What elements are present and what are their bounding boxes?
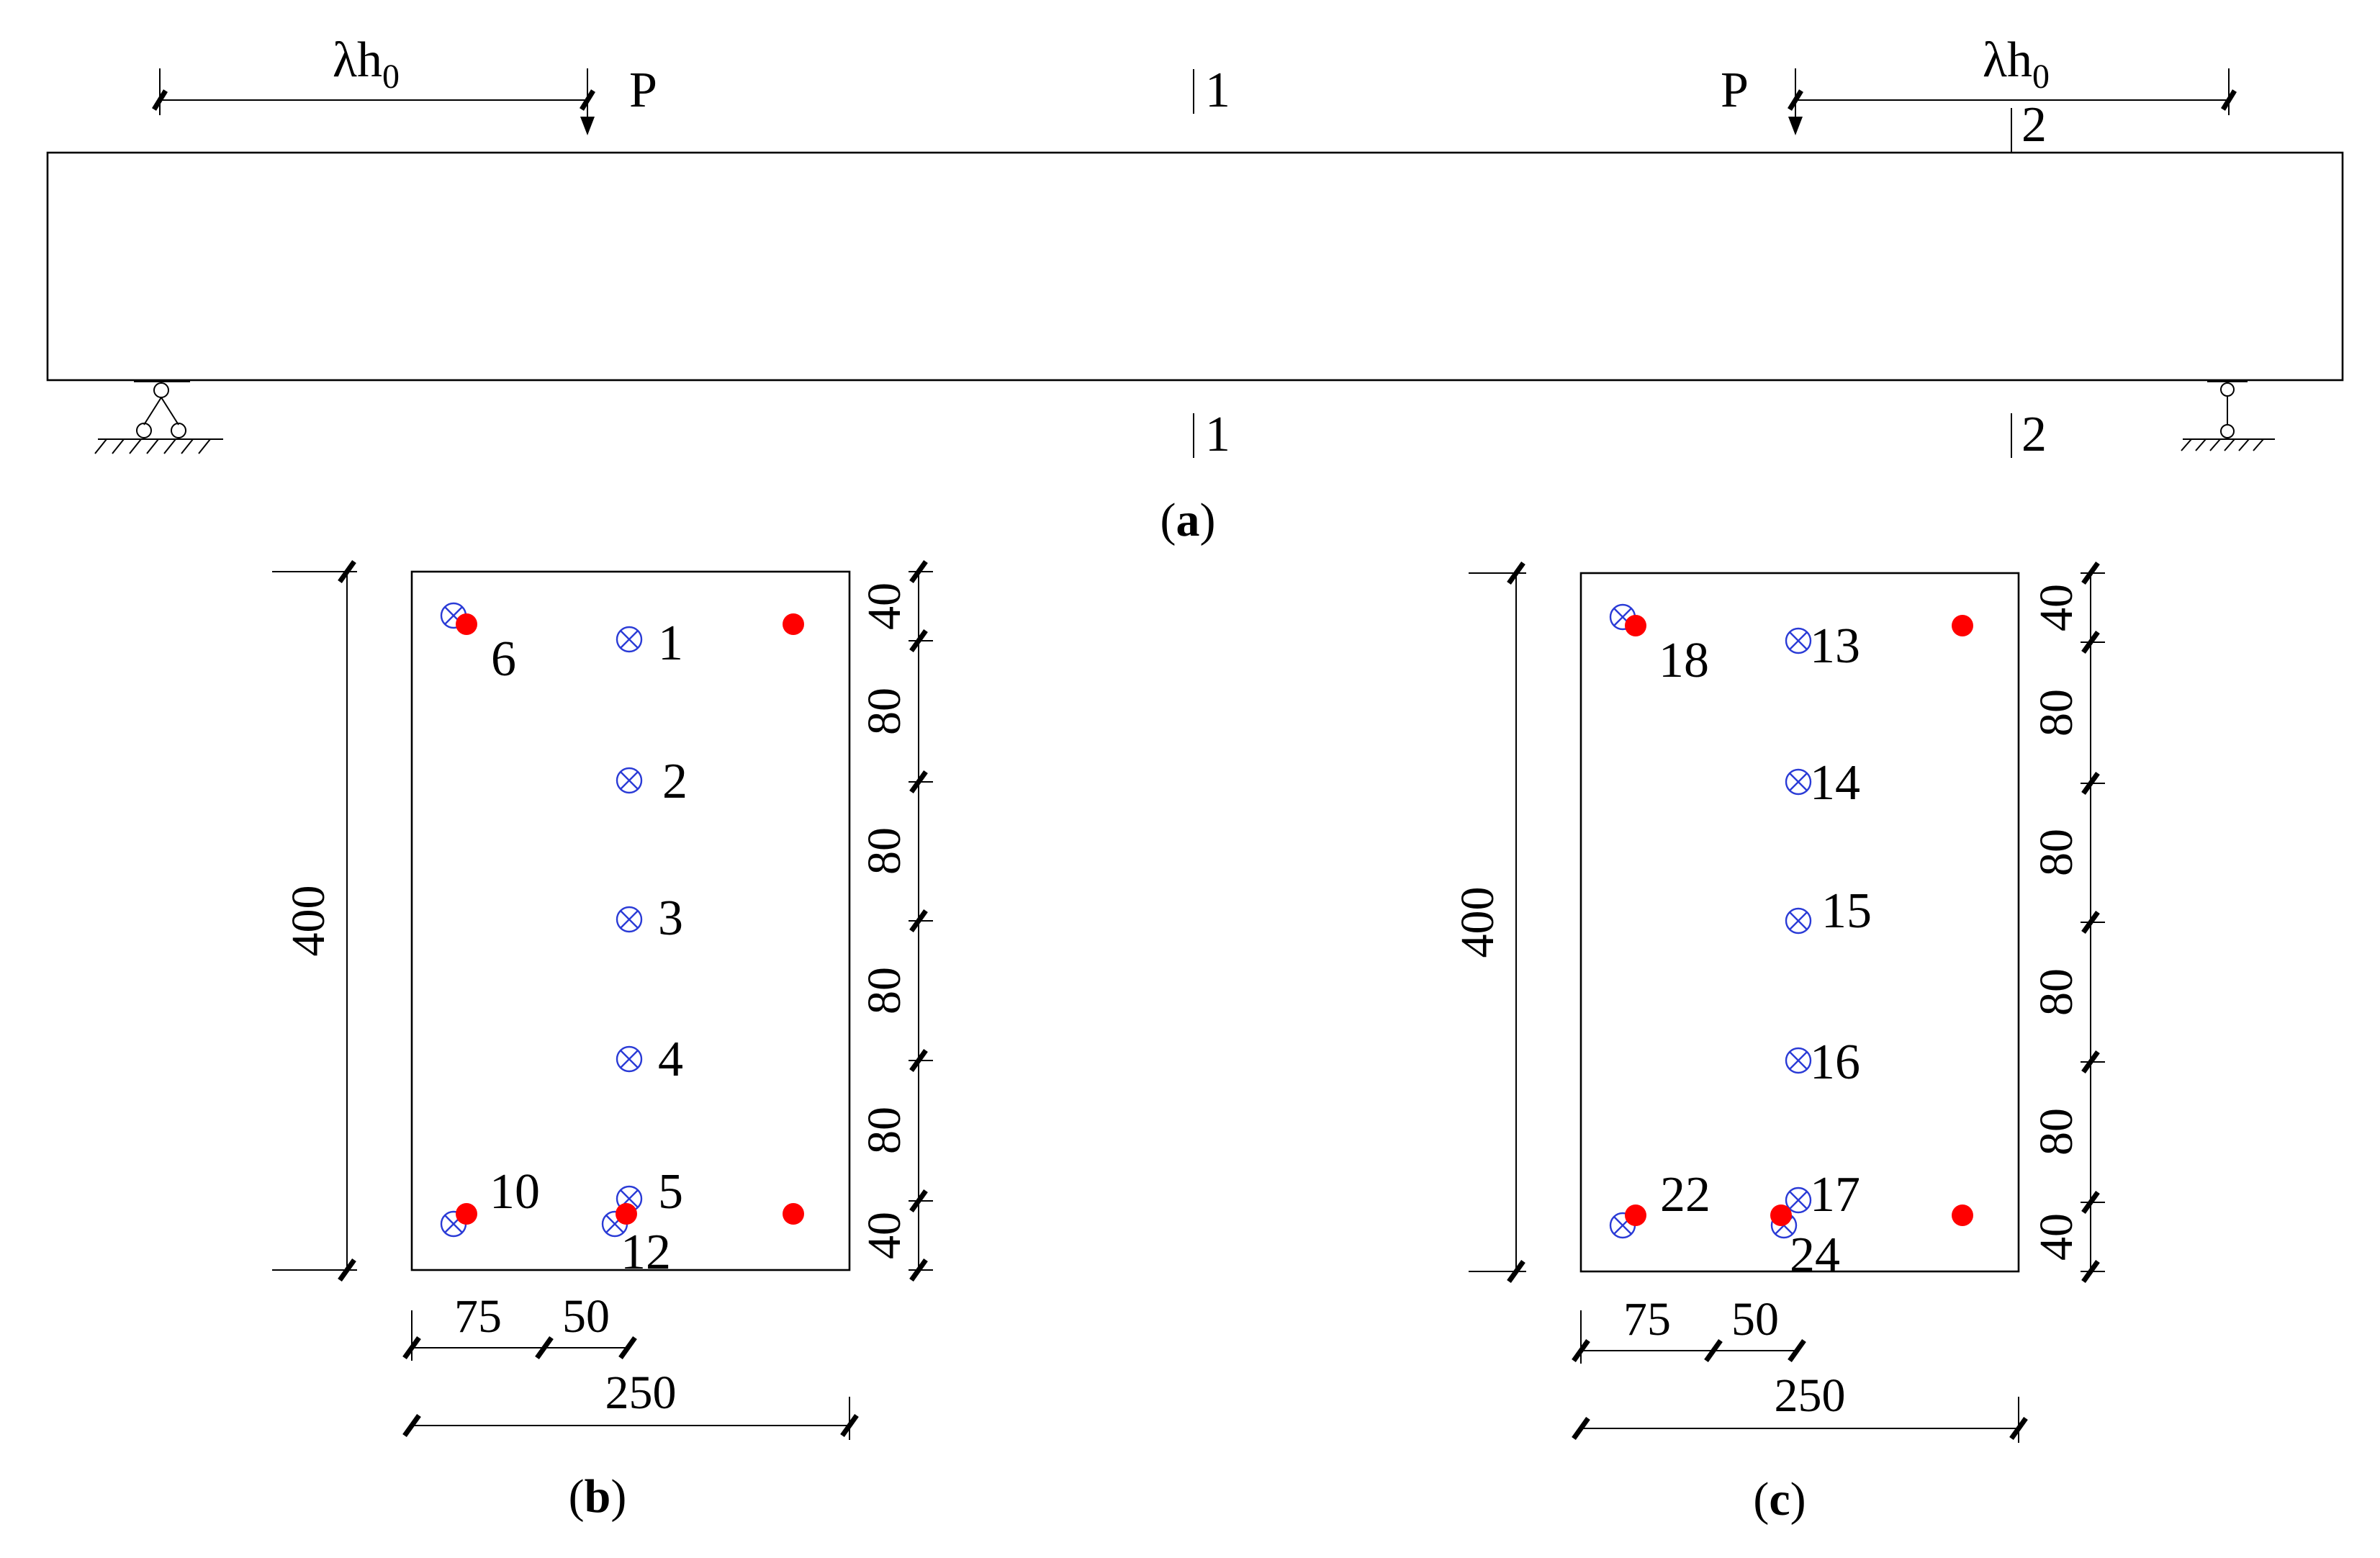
cross-section-c: 400 40 80 [1451, 561, 2105, 1526]
section-b-dim-75: 75 [454, 1290, 502, 1343]
section-b-width-label: 250 [605, 1366, 677, 1419]
section-b-right-dimension-chain: 40 80 80 80 80 40 [858, 559, 933, 1282]
caption-c: (c) [1753, 1473, 1806, 1526]
section-c-width-label: 250 [1775, 1369, 1846, 1422]
rebar-gauge-dot [1625, 615, 1646, 636]
gauge-label-17: 17 [1810, 1167, 1860, 1222]
left-shear-span-dimension: λh0 [152, 32, 595, 115]
section-c-dim-80-2: 80 [2030, 829, 2083, 876]
section-c-dim-50: 50 [1731, 1293, 1779, 1346]
section-c-gauge-labels: 13 14 15 16 17 18 22 24 [1659, 618, 1872, 1283]
section-b-dim-40-top: 40 [858, 582, 911, 630]
beam-elevation: λh0 λh0 P P 1 [46, 32, 2344, 546]
gauge-label-13: 13 [1810, 618, 1860, 674]
gauge-symbol [1785, 1186, 1812, 1214]
gauge-label-6: 6 [491, 631, 516, 687]
rebar-gauge-dot [616, 1203, 637, 1225]
rebar-gauge-dot [1625, 1204, 1646, 1226]
caption-b: (b) [569, 1470, 627, 1523]
section-2-top-label: 2 [2021, 97, 2047, 153]
section-c-height-label: 400 [1451, 887, 1504, 958]
section-c-dim-40-bottom: 40 [2030, 1213, 2083, 1261]
right-roller-support [2181, 381, 2275, 451]
caption-a: (a) [1160, 494, 1216, 546]
gauge-symbol [1785, 768, 1812, 796]
right-load-label: P [1721, 63, 1749, 118]
section-b-dim-50: 50 [562, 1290, 610, 1343]
left-pin-support [94, 381, 223, 454]
gauge-symbol [616, 1045, 643, 1073]
section-1-bottom-label: 1 [1205, 407, 1230, 462]
section-c-dim-80-4: 80 [2030, 1108, 2083, 1156]
rebar-gauge-dot [456, 1203, 477, 1225]
section-c-concrete-gauges [1609, 603, 1812, 1239]
left-load-arrow: P [580, 63, 657, 135]
section-2-bottom-label: 2 [2021, 407, 2047, 462]
gauge-symbol [1785, 1047, 1812, 1074]
section-b-height-label: 400 [282, 886, 335, 957]
gauge-label-22: 22 [1660, 1167, 1710, 1222]
gauge-label-24: 24 [1790, 1228, 1840, 1283]
section-c-bottom-dimensions: 75 50 250 [1572, 1293, 2028, 1443]
section-c-height-dimension: 400 [1451, 561, 1526, 1284]
section-b-concrete-gauges [440, 602, 643, 1238]
section-1-marks: 1 1 [1193, 63, 1230, 462]
section-c-dim-80-3: 80 [2030, 968, 2083, 1016]
section-c-dim-80-1: 80 [2030, 689, 2083, 737]
section-2-marks: 2 2 [2011, 97, 2047, 462]
cross-section-b: 400 40 80 [272, 559, 933, 1523]
gauge-symbol [616, 906, 643, 933]
rebar-gauge-dot [1952, 615, 1973, 636]
section-b-dim-40-bottom: 40 [858, 1212, 911, 1259]
section-b-gauge-labels: 1 2 3 4 5 6 10 12 [490, 616, 688, 1280]
gauge-label-2: 2 [662, 754, 688, 809]
left-load-label: P [629, 63, 657, 118]
section-b-dim-80-1: 80 [858, 688, 911, 735]
rebar-gauge-dot [1952, 1204, 1973, 1226]
section-b-bottom-dimensions: 75 50 250 [402, 1290, 859, 1440]
section-c-outline [1579, 572, 2020, 1273]
gauge-label-3: 3 [658, 891, 683, 946]
gauge-label-1: 1 [658, 616, 683, 671]
gauge-label-14: 14 [1810, 755, 1860, 811]
rebar-gauge-dot [783, 613, 804, 635]
gauge-label-12: 12 [621, 1225, 671, 1280]
section-c-right-dimension-chain: 40 80 80 80 80 40 [2030, 561, 2105, 1284]
gauge-label-18: 18 [1659, 633, 1709, 688]
section-b-dim-80-4: 80 [858, 1107, 911, 1154]
rebar-gauge-dot [783, 1203, 804, 1225]
rebar-gauge-dot [1770, 1204, 1792, 1226]
right-shear-span-label: λh0 [1983, 32, 2050, 96]
gauge-symbol [1785, 907, 1812, 935]
section-c-dim-75: 75 [1623, 1293, 1671, 1346]
gauge-label-4: 4 [658, 1032, 683, 1087]
section-b-outline [410, 570, 851, 1271]
gauge-symbol [616, 626, 643, 653]
left-shear-span-label: λh0 [333, 32, 400, 96]
section-b-height-dimension: 400 [272, 559, 357, 1282]
right-load-arrow: P [1721, 63, 1803, 135]
gauge-label-5: 5 [658, 1164, 683, 1220]
gauge-label-15: 15 [1821, 883, 1872, 939]
gauge-label-10: 10 [490, 1164, 540, 1220]
section-c-rebar-gauges [1625, 615, 1973, 1226]
gauge-label-16: 16 [1810, 1035, 1860, 1090]
section-c-dim-40-top: 40 [2030, 584, 2083, 631]
gauge-symbol [1785, 627, 1812, 654]
beam-body [46, 151, 2344, 382]
section-b-dim-80-2: 80 [858, 827, 911, 875]
rebar-gauge-dot [456, 613, 477, 635]
section-b-dim-80-3: 80 [858, 967, 911, 1014]
section-1-top-label: 1 [1205, 63, 1230, 118]
right-shear-span-dimension: λh0 [1788, 32, 2237, 115]
section-b-rebar-gauges [456, 613, 804, 1225]
gauge-symbol [616, 767, 643, 794]
